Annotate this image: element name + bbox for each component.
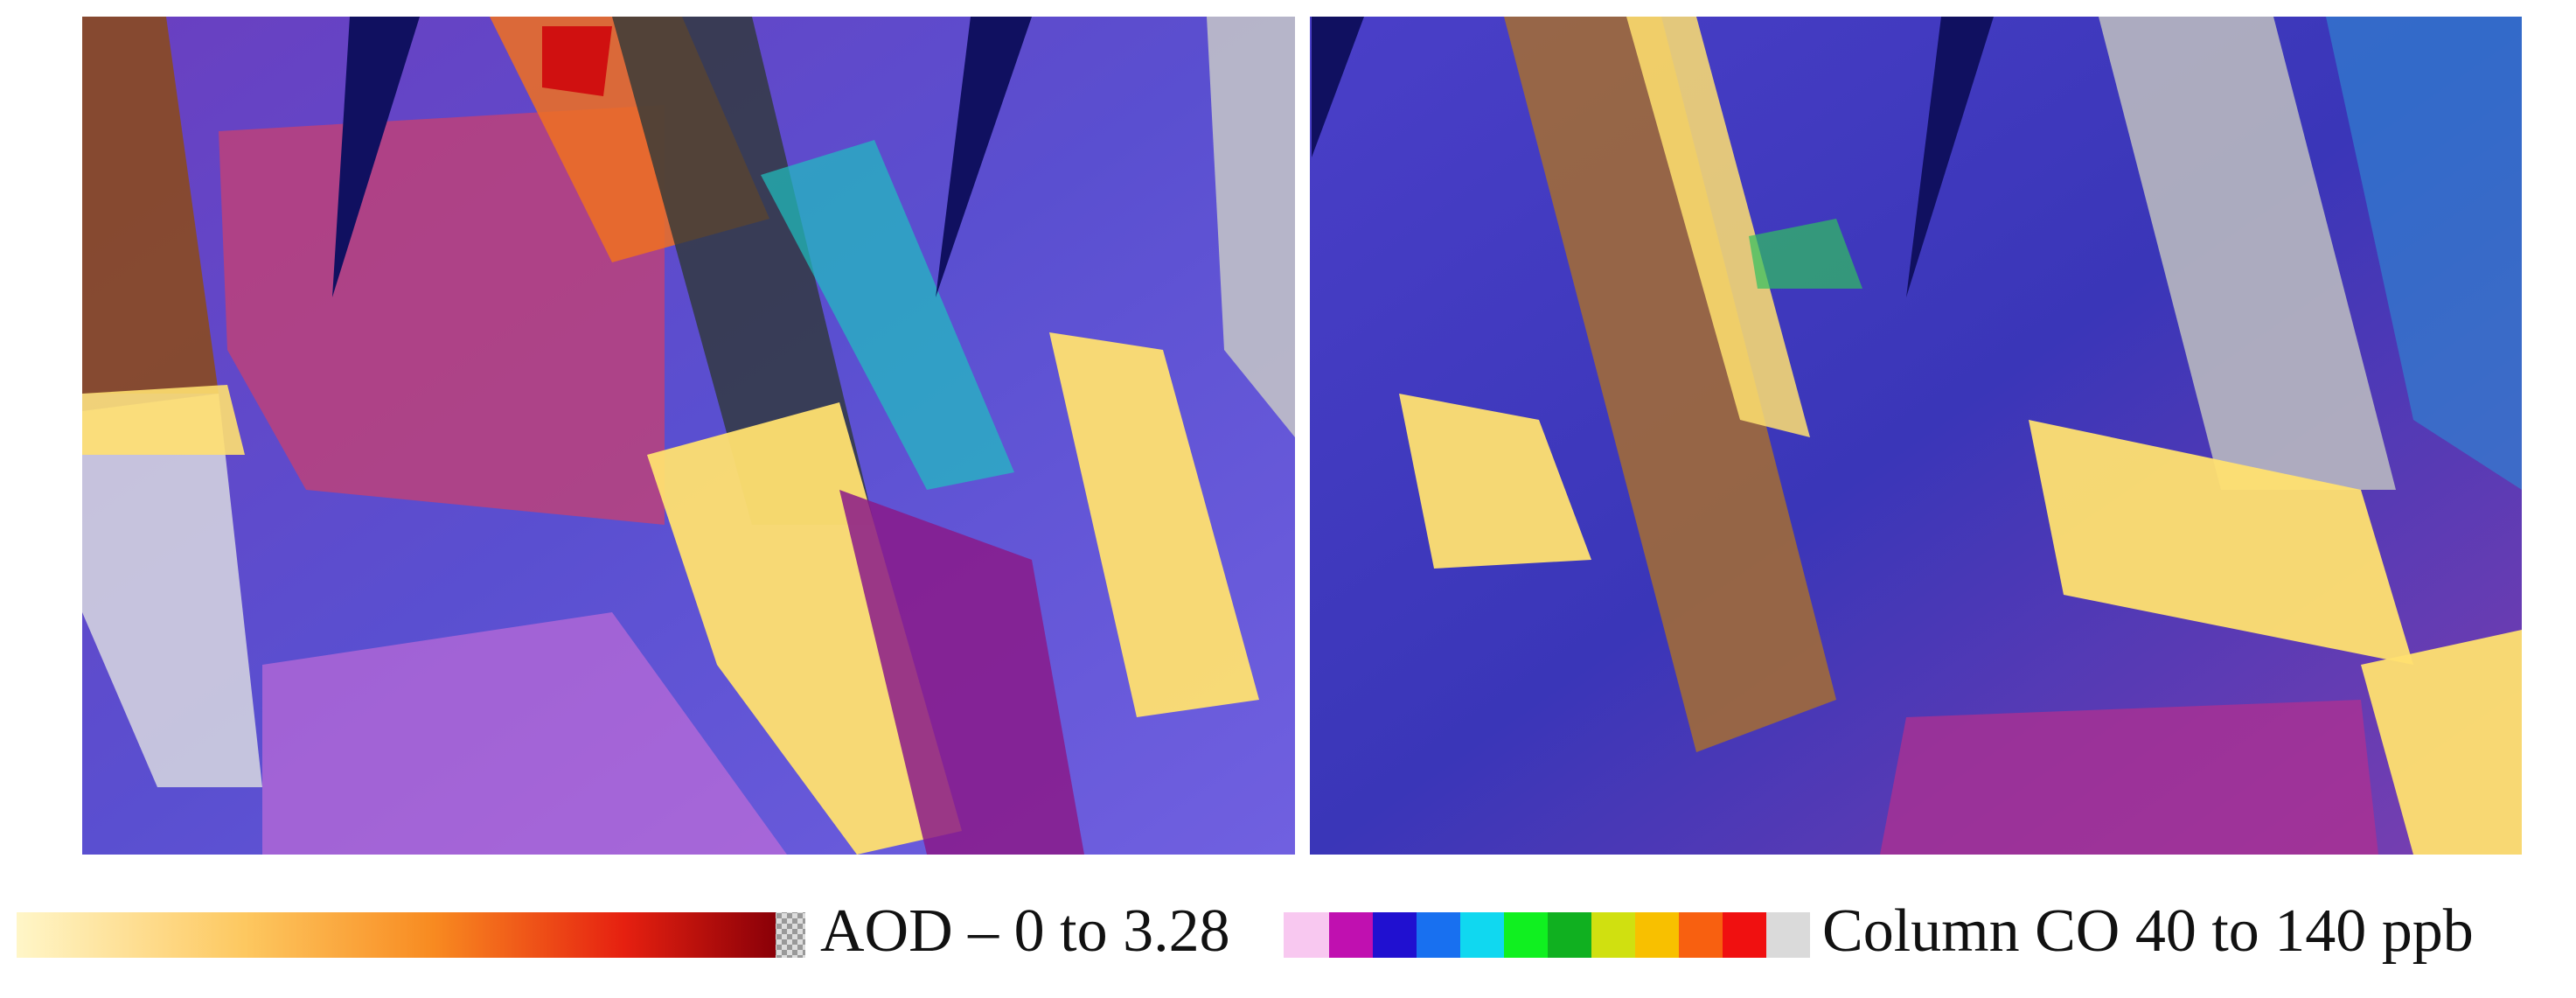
left-map-panel <box>82 17 1295 855</box>
co-colorbar <box>1284 912 1810 958</box>
aod-colorbar <box>17 912 776 958</box>
co-legend-label: Column CO 40 to 140 ppb <box>1822 897 2474 965</box>
aod-legend-label: AOD – 0 to 3.28 <box>820 897 1230 965</box>
right-map-panel <box>1310 17 2522 855</box>
aod-colorbar-nodata <box>776 912 805 958</box>
